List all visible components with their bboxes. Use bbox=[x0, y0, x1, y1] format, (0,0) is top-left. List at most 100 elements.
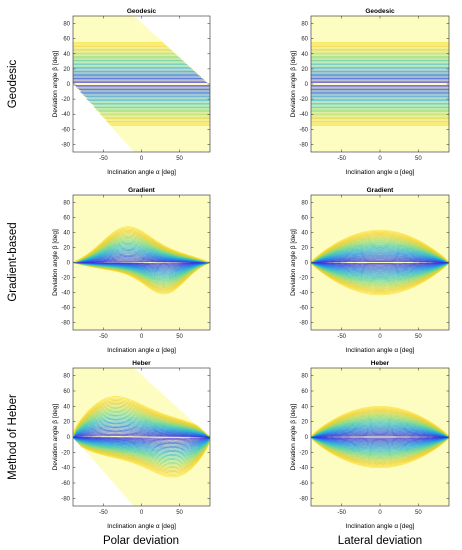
series-line bbox=[311, 240, 449, 263]
series-line bbox=[73, 417, 210, 438]
y-tick-label: -40 bbox=[61, 466, 70, 472]
series-line bbox=[311, 412, 449, 438]
series-line bbox=[311, 410, 449, 438]
series-line bbox=[311, 262, 449, 282]
series-line bbox=[311, 249, 449, 263]
y-tick-label: -80 bbox=[299, 142, 308, 148]
series-line bbox=[73, 436, 210, 455]
x-axis-label: Inclination angle α [deg] bbox=[107, 347, 176, 354]
series-line bbox=[311, 231, 449, 263]
y-axis-label: Deviation angle β [deg] bbox=[290, 51, 297, 118]
series-line bbox=[73, 427, 210, 438]
y-tick-label: 80 bbox=[63, 22, 70, 28]
series-line bbox=[73, 436, 210, 443]
series-line bbox=[311, 262, 449, 292]
series-line bbox=[73, 431, 210, 438]
series-line bbox=[311, 431, 449, 438]
series-line bbox=[311, 436, 449, 453]
plot-area bbox=[311, 16, 449, 152]
x-axis-label: Inclination angle α [deg] bbox=[107, 523, 176, 530]
column-label-polar-deviation: Polar deviation bbox=[103, 535, 179, 547]
series-line bbox=[311, 436, 449, 458]
y-tick-label: -80 bbox=[61, 142, 70, 148]
series-line bbox=[73, 436, 210, 473]
series-line bbox=[311, 262, 449, 288]
x-tick-label: 50 bbox=[176, 156, 183, 162]
series-line bbox=[73, 421, 210, 438]
series-line bbox=[311, 435, 449, 438]
y-tick-label: -80 bbox=[299, 496, 308, 502]
series-line bbox=[311, 420, 449, 438]
series-line bbox=[311, 230, 449, 263]
series-line bbox=[311, 255, 449, 263]
panel-heber-polar: Heber Inclination angle α [deg] Deviatio… bbox=[52, 360, 211, 530]
x-tick-label: 50 bbox=[415, 510, 422, 516]
series-line bbox=[311, 242, 449, 263]
y-tick-label: -80 bbox=[299, 321, 308, 327]
series-line bbox=[311, 436, 449, 443]
series-line bbox=[311, 405, 449, 438]
y-axis-label: Deviation angle β [deg] bbox=[52, 51, 59, 118]
y-axis-label: Deviation angle β [deg] bbox=[290, 229, 297, 296]
y-tick-label: 0 bbox=[67, 261, 71, 267]
series-line bbox=[311, 262, 449, 295]
y-tick-label: 0 bbox=[305, 435, 309, 441]
plot-background bbox=[311, 16, 449, 152]
y-tick-label: -20 bbox=[61, 276, 70, 282]
y-tick-label: -20 bbox=[299, 276, 308, 282]
series-line bbox=[311, 262, 449, 270]
series-line bbox=[311, 436, 449, 442]
series-line bbox=[73, 436, 210, 465]
plot-area bbox=[311, 195, 449, 330]
series-line bbox=[73, 436, 210, 457]
series-line bbox=[73, 436, 210, 445]
series-line bbox=[73, 412, 210, 438]
series-line bbox=[311, 430, 449, 438]
y-tick-label: 80 bbox=[301, 201, 308, 207]
panel-title: Geodesic bbox=[365, 8, 395, 15]
series-line bbox=[311, 238, 449, 263]
series-line bbox=[311, 407, 449, 438]
series-line bbox=[73, 436, 210, 458]
series-line bbox=[311, 434, 449, 438]
series-line bbox=[311, 436, 449, 446]
series-line bbox=[311, 236, 449, 263]
y-tick-label: 40 bbox=[63, 404, 70, 410]
series-line bbox=[311, 262, 449, 283]
y-tick-label: 60 bbox=[63, 37, 70, 43]
series-line bbox=[311, 436, 449, 468]
panel-title: Heber bbox=[132, 360, 151, 367]
y-tick-label: 0 bbox=[67, 82, 71, 88]
panel-title: Geodesic bbox=[127, 8, 157, 15]
series-line bbox=[73, 436, 210, 477]
y-tick-label: -60 bbox=[299, 127, 308, 133]
series-line bbox=[311, 436, 449, 441]
series-line bbox=[311, 245, 449, 263]
series-line bbox=[311, 261, 449, 263]
y-tick-label: -20 bbox=[299, 450, 308, 456]
series-line bbox=[311, 244, 449, 263]
series-line bbox=[311, 429, 449, 438]
series-line bbox=[311, 421, 449, 438]
series-line bbox=[73, 436, 210, 459]
series-line bbox=[311, 436, 449, 463]
y-tick-label: 60 bbox=[63, 216, 70, 222]
y-tick-label: 60 bbox=[301, 216, 308, 222]
y-tick-label: 40 bbox=[301, 52, 308, 58]
series-line bbox=[311, 262, 449, 268]
x-tick-label: -50 bbox=[337, 156, 346, 162]
series-line bbox=[311, 253, 449, 263]
y-axis-label: Deviation angle β [deg] bbox=[52, 229, 59, 296]
y-tick-label: -20 bbox=[61, 97, 70, 103]
series-line bbox=[311, 416, 449, 438]
x-tick-label: -50 bbox=[337, 510, 346, 516]
series-line bbox=[311, 262, 449, 274]
series-line bbox=[311, 419, 449, 438]
series-line bbox=[73, 396, 210, 438]
series-line bbox=[73, 400, 210, 438]
y-tick-label: -60 bbox=[299, 481, 308, 487]
series-line bbox=[311, 426, 449, 438]
series-line bbox=[311, 427, 449, 438]
series-line bbox=[311, 423, 449, 438]
series-line bbox=[311, 436, 449, 448]
